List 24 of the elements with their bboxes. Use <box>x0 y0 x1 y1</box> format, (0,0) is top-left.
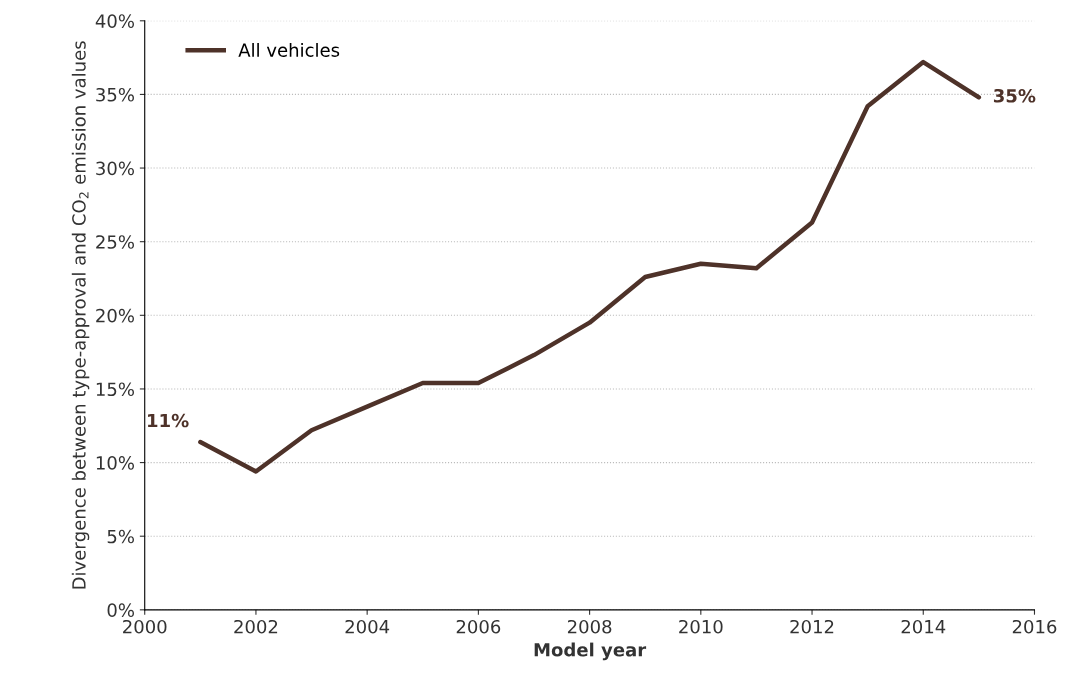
y-tick-label: 10% <box>96 456 134 470</box>
x-axis-title: Model year <box>534 642 647 661</box>
y-axis-title: Divergence between type-approval and CO$_{2}$ emission values <box>71 41 90 589</box>
y-tick-label: 5% <box>107 529 134 544</box>
y-tick-label: 0% <box>107 603 134 617</box>
y-tick-label: 40% <box>95 14 134 28</box>
annotation: 35% <box>993 88 1036 103</box>
x-tick-label: 2000 <box>123 619 167 634</box>
legend-label: All vehicles <box>238 42 340 57</box>
x-tick-label: 2004 <box>345 619 390 634</box>
x-tick-label: 2010 <box>679 619 723 634</box>
y-tick-label: 25% <box>96 235 134 249</box>
line-series <box>198 59 982 474</box>
annotation: 11% <box>148 413 189 428</box>
x-tick-label: 2006 <box>456 619 501 634</box>
x-tick-label: 2014 <box>901 619 946 634</box>
y-tick-label: 35% <box>96 87 134 102</box>
x-tick-label: 2016 <box>1012 619 1057 634</box>
x-tick-label: 2002 <box>234 619 278 634</box>
x-tick-label: 2008 <box>567 619 612 634</box>
y-tick-label: 15% <box>96 382 134 397</box>
y-tick-label: 30% <box>96 161 134 176</box>
y-tick-label: 20% <box>96 308 134 323</box>
x-tick-label: 2012 <box>790 619 834 634</box>
